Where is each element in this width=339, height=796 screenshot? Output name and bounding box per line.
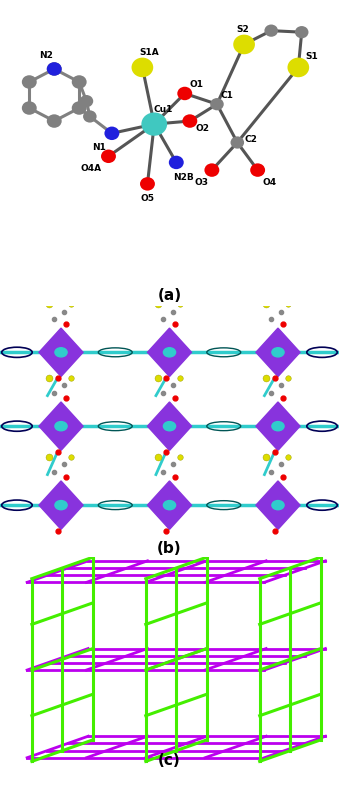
Text: O4: O4 bbox=[262, 178, 277, 187]
Polygon shape bbox=[147, 328, 192, 377]
Circle shape bbox=[272, 422, 284, 431]
Text: C2: C2 bbox=[244, 135, 257, 144]
Circle shape bbox=[22, 76, 37, 88]
Polygon shape bbox=[256, 481, 300, 529]
Text: O4A: O4A bbox=[80, 164, 101, 173]
Circle shape bbox=[55, 422, 67, 431]
Circle shape bbox=[169, 156, 184, 170]
Circle shape bbox=[47, 62, 62, 76]
Polygon shape bbox=[256, 402, 300, 451]
Polygon shape bbox=[39, 328, 83, 377]
Circle shape bbox=[22, 101, 37, 115]
Circle shape bbox=[250, 163, 265, 177]
Circle shape bbox=[101, 150, 116, 163]
Circle shape bbox=[182, 115, 197, 128]
Circle shape bbox=[177, 87, 192, 100]
Circle shape bbox=[264, 25, 278, 37]
Circle shape bbox=[132, 57, 153, 77]
Circle shape bbox=[83, 111, 97, 123]
Text: N2B: N2B bbox=[173, 174, 194, 182]
Text: (c): (c) bbox=[158, 753, 181, 768]
Text: S1: S1 bbox=[305, 53, 318, 61]
Circle shape bbox=[231, 136, 244, 149]
Circle shape bbox=[47, 62, 62, 76]
Circle shape bbox=[72, 76, 87, 88]
Text: (b): (b) bbox=[157, 541, 182, 556]
Polygon shape bbox=[147, 481, 192, 529]
Text: O1: O1 bbox=[190, 80, 204, 89]
Polygon shape bbox=[39, 402, 83, 451]
Text: C1: C1 bbox=[221, 91, 234, 100]
Text: S1A: S1A bbox=[139, 49, 159, 57]
Polygon shape bbox=[39, 481, 83, 529]
Circle shape bbox=[80, 95, 93, 107]
Circle shape bbox=[141, 112, 167, 136]
Text: O2: O2 bbox=[196, 124, 210, 133]
Text: N1: N1 bbox=[92, 142, 106, 151]
Circle shape bbox=[163, 422, 176, 431]
Text: O3: O3 bbox=[195, 178, 209, 187]
Circle shape bbox=[55, 348, 67, 357]
Text: (a): (a) bbox=[157, 288, 182, 303]
Text: S2: S2 bbox=[236, 25, 249, 33]
Polygon shape bbox=[256, 328, 300, 377]
Circle shape bbox=[272, 348, 284, 357]
Circle shape bbox=[72, 101, 87, 115]
Circle shape bbox=[272, 501, 284, 509]
Text: O5: O5 bbox=[140, 194, 155, 203]
Circle shape bbox=[295, 26, 308, 38]
Polygon shape bbox=[147, 402, 192, 451]
Circle shape bbox=[163, 348, 176, 357]
Circle shape bbox=[55, 501, 67, 509]
Circle shape bbox=[140, 178, 155, 190]
Circle shape bbox=[204, 163, 219, 177]
Circle shape bbox=[47, 115, 62, 128]
Text: N2: N2 bbox=[39, 51, 53, 60]
Circle shape bbox=[287, 57, 309, 77]
Circle shape bbox=[104, 127, 119, 140]
Circle shape bbox=[233, 35, 255, 54]
Circle shape bbox=[163, 501, 176, 509]
Circle shape bbox=[210, 98, 224, 111]
Text: Cu1: Cu1 bbox=[153, 105, 173, 114]
